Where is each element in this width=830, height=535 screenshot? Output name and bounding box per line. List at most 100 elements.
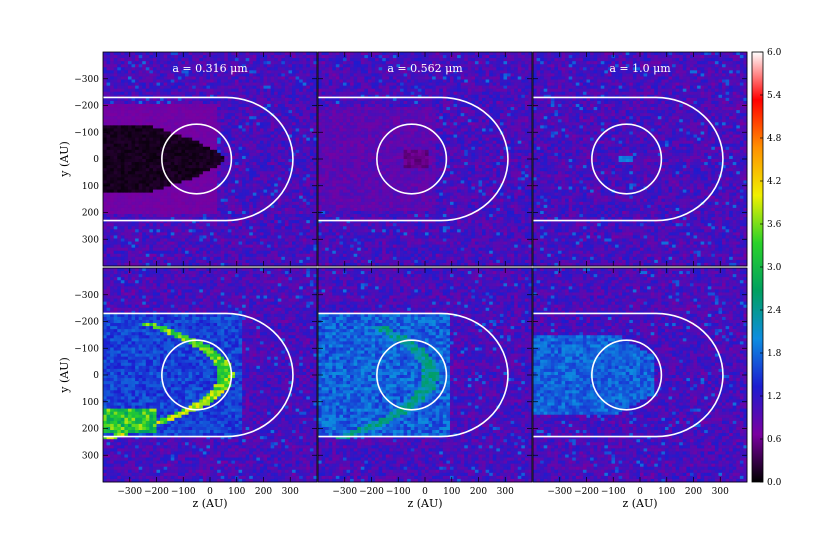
heatmap-cell [231,86,235,89]
heatmap-cell [264,248,268,251]
heatmap-cell [318,83,322,86]
heatmap-cell [110,104,114,107]
heatmap-cell [210,131,214,134]
heatmap-cell [146,245,150,248]
heatmap-cell [246,177,250,180]
heatmap-cell [278,257,282,260]
heatmap-cell [217,113,221,116]
heatmap-cell [310,125,314,128]
heatmap-cell [178,165,182,168]
heatmap-cell [164,61,168,64]
heatmap-cell [306,98,310,101]
heatmap-cell [292,95,296,98]
heatmap-cell [196,128,200,131]
heatmap-cell [306,76,310,79]
heatmap-cell [139,223,143,226]
heatmap-cell [146,58,150,61]
heatmap-cell [256,119,260,122]
heatmap-cell [256,171,260,174]
heatmap-cell [157,104,161,107]
heatmap-cell [117,242,121,245]
heatmap-cell [217,165,221,168]
heatmap-cell [171,150,175,153]
heatmap-cell [274,95,278,98]
heatmap-cell [318,80,322,83]
heatmap-cell [132,135,136,138]
heatmap-cell [110,242,114,245]
heatmap-cell [296,229,300,232]
heatmap-cell [178,174,182,177]
heatmap-cell [178,76,182,79]
heatmap-cell [206,174,210,177]
heatmap-cell [157,80,161,83]
heatmap-cell [496,58,500,61]
heatmap-cell [174,116,178,119]
heatmap-cell [153,180,157,183]
heatmap-cell [117,254,121,257]
heatmap-cell [135,55,139,58]
heatmap-cell [260,150,264,153]
heatmap-cell [221,229,225,232]
heatmap-cell [281,83,285,86]
heatmap-cell [153,98,157,101]
heatmap-cell [296,104,300,107]
heatmap-cell [199,144,203,147]
heatmap-cell [185,159,189,162]
heatmap-cell [310,116,314,119]
heatmap-cell [260,156,264,159]
heatmap-cell [192,125,196,128]
heatmap-cell [249,138,253,141]
heatmap-cell [288,208,292,211]
heatmap-cell [124,52,128,55]
heatmap-cell [256,89,260,92]
heatmap-cell [292,171,296,174]
heatmap-cell [271,86,275,89]
heatmap-cell [146,193,150,196]
heatmap-cell [121,104,125,107]
heatmap-cell [199,92,203,95]
heatmap-cell [310,202,314,205]
heatmap-cell [264,217,268,220]
heatmap-cell [107,202,111,205]
heatmap-cell [121,183,125,186]
heatmap-cell [288,67,292,70]
heatmap-cell [496,76,500,79]
heatmap-cell [103,70,107,73]
heatmap-cell [117,174,121,177]
heatmap-cell [139,67,143,70]
heatmap-cell [196,238,200,241]
heatmap-cell [132,251,136,254]
heatmap-cell [274,89,278,92]
heatmap-cell [267,86,271,89]
heatmap-cell [171,229,175,232]
heatmap-cell [296,196,300,199]
heatmap-cell [235,229,239,232]
heatmap-cell [382,80,386,83]
heatmap-cell [256,162,260,165]
heatmap-cell [203,202,207,205]
heatmap-cell [167,205,171,208]
heatmap-cell [199,165,203,168]
heatmap-cell [178,113,182,116]
heatmap-cell [203,251,207,254]
heatmap-cell [135,135,139,138]
heatmap-cell [153,211,157,214]
heatmap-cell [153,110,157,113]
heatmap-cell [149,58,153,61]
heatmap-cell [228,76,232,79]
heatmap-cell [178,104,182,107]
heatmap-cell [185,131,189,134]
heatmap-cell [496,73,500,76]
heatmap-cell [160,83,164,86]
heatmap-cell [171,76,175,79]
heatmap-cell [160,138,164,141]
heatmap-cell [160,107,164,110]
heatmap-cell [181,168,185,171]
heatmap-cell [192,138,196,141]
heatmap-cell [285,238,289,241]
heatmap-cell [167,223,171,226]
heatmap-cell [142,156,146,159]
heatmap-cell [224,223,228,226]
heatmap-cell [306,168,310,171]
heatmap-cell [256,156,260,159]
